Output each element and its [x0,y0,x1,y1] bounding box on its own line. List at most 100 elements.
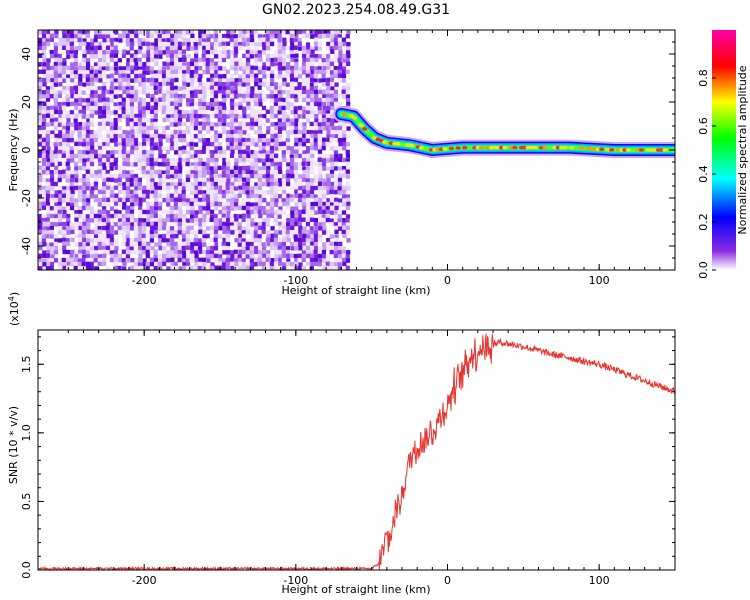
y-tick-label: 1.5 [20,356,33,374]
noise-cell [201,125,206,131]
noise-cell [330,33,335,39]
noise-cell [342,157,347,163]
noise-cell [221,54,226,59]
noise-cell [218,49,223,55]
noise-cell [102,157,107,163]
noise-cell [93,185,98,191]
noise-cell [305,105,310,110]
noise-cell [66,230,71,235]
noise-cell [110,190,115,195]
noise-cell [62,138,67,143]
noise-cell [297,190,302,195]
noise-cell [278,257,283,263]
noise-cell [81,214,86,219]
noise-cell [270,110,275,115]
noise-cell [41,30,46,35]
noise-cell [246,165,251,171]
noise-cell [258,57,263,62]
noise-cell [189,258,194,263]
noise-cell [142,102,147,107]
noise-cell [298,242,303,247]
noise-cell [326,101,331,107]
noise-cell [301,217,306,222]
noise-cell [94,142,99,147]
noise-cell [114,173,119,179]
noise-cell [270,54,275,59]
noise-cell [97,98,103,103]
noise-cell [338,241,343,247]
noise-cell [254,42,259,47]
noise-cell [306,94,311,99]
noise-cell [262,37,267,42]
noise-cell [129,98,134,103]
noise-cell [46,262,51,267]
noise-cell [210,134,215,139]
noise-cell [86,221,91,227]
noise-cell [174,54,179,59]
noise-cell [181,49,187,54]
noise-cell [309,190,315,195]
noise-cell [250,98,255,103]
noise-cell [38,266,43,270]
noise-cell [294,137,299,143]
noise-cell [154,158,159,163]
noise-cell [281,225,287,231]
noise-cell [70,62,75,67]
noise-cell [45,133,50,139]
noise-cell [133,177,139,183]
noise-cell [86,181,91,187]
noise-cell [110,30,115,35]
noise-cell [338,54,343,59]
noise-cell [258,213,263,219]
noise-cell [225,190,230,195]
noise-cell [254,118,259,123]
noise-cell [78,197,83,203]
noise-cell [238,142,243,147]
noise-cell [237,193,242,198]
noise-cell [173,218,179,223]
noise-cell [66,221,71,226]
noise-cell [185,30,191,35]
noise-cell [297,85,302,91]
noise-cell [137,49,142,54]
noise-cell [162,34,167,39]
noise-cell [61,70,66,75]
noise-cell [186,250,191,255]
noise-cell [41,129,46,135]
noise-cell [166,202,171,207]
noise-cell [117,197,123,203]
noise-cell [286,162,291,167]
noise-cell [277,221,283,226]
noise-cell [66,213,71,219]
noise-cell [301,81,307,87]
noise-cell [301,257,306,263]
noise-cell [170,234,175,239]
noise-cell [329,137,334,142]
noise-cell [194,245,199,251]
noise-cell [285,118,291,123]
noise-cell [102,178,107,183]
noise-cell [149,229,154,235]
noise-cell [329,249,334,255]
noise-cell [78,97,83,103]
noise-cell [122,89,127,95]
noise-cell [77,141,83,147]
noise-cell [69,222,74,227]
noise-cell [278,206,283,211]
noise-cell [222,74,227,79]
noise-cell [154,189,159,195]
noise-cell [233,122,238,127]
noise-cell [74,226,79,231]
noise-cell [53,77,59,83]
noise-cell [225,78,230,83]
noise-cell [337,37,343,43]
noise-cell [213,229,219,235]
noise-cell [130,213,135,219]
noise-cell [101,193,107,199]
noise-cell [45,226,51,231]
noise-cell [249,125,254,131]
noise-cell [274,153,279,158]
noise-cell [313,221,318,227]
noise-cell [345,194,350,199]
noise-cell [253,30,258,35]
